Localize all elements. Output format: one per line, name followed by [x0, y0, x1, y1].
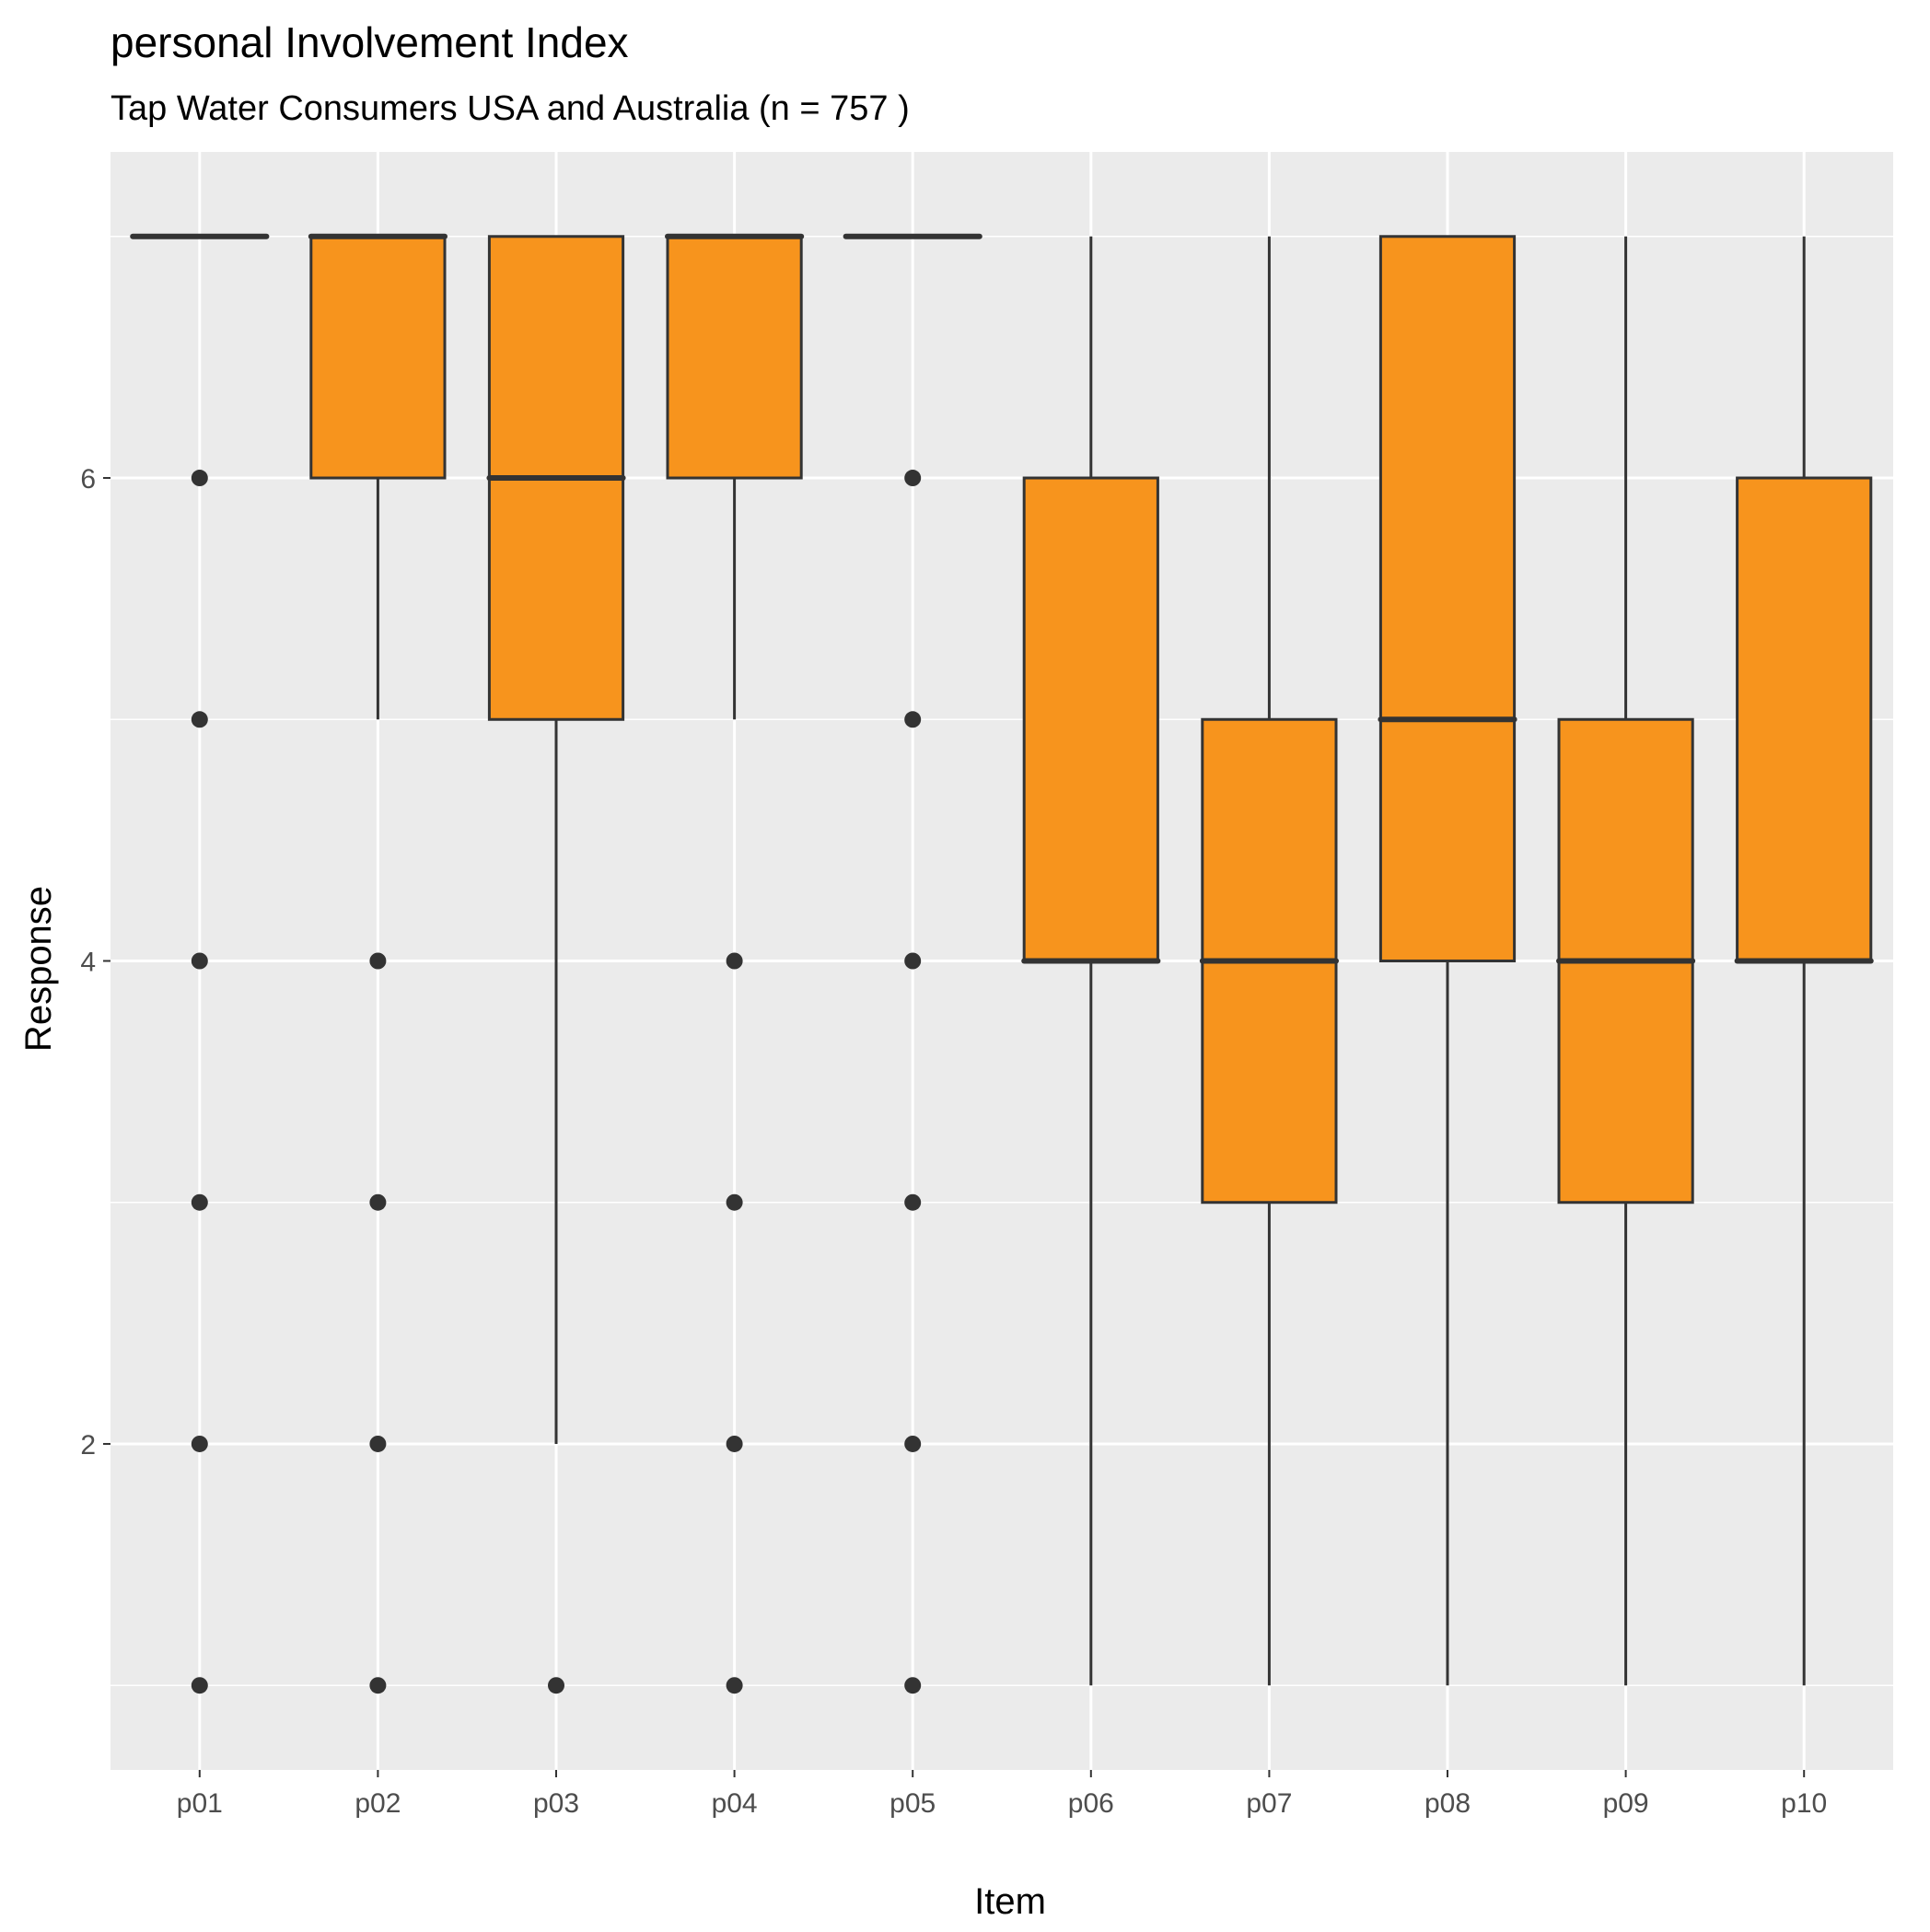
outlier-point [904, 952, 922, 970]
box-p04 [665, 233, 805, 1694]
outlier-point [191, 1435, 208, 1452]
outlier-point [191, 470, 208, 487]
outlier-point [369, 1435, 387, 1452]
outlier-point [369, 1193, 387, 1211]
outlier-point [726, 1193, 743, 1211]
outlier-point [904, 1435, 922, 1452]
box-p07 [1199, 236, 1339, 1686]
box-p09 [1556, 236, 1696, 1686]
x-tick-label: p10 [1781, 1788, 1827, 1819]
outlier-point [191, 1677, 208, 1694]
box-series [130, 233, 1874, 1694]
outlier-point [548, 1677, 564, 1694]
outlier-point [904, 1677, 922, 1694]
box-p05 [843, 233, 982, 1694]
y-tick-label: 4 [80, 948, 96, 978]
outlier-point [369, 952, 387, 970]
outlier-point [191, 1193, 208, 1211]
box-iqr [666, 235, 803, 480]
outlier-point [191, 952, 208, 970]
box-p02 [308, 233, 448, 1694]
box-iqr [1736, 476, 1873, 962]
outlier-point [191, 711, 208, 728]
x-tick-label: p05 [889, 1788, 936, 1819]
x-tick-label: p08 [1424, 1788, 1471, 1819]
x-axis-ticks: p01 p02 p03 p04 p05 p06 p07 p08 p09 p10 [177, 1770, 1827, 1819]
box-iqr [1378, 235, 1517, 962]
outlier-point [726, 952, 743, 970]
box-p01 [130, 233, 270, 1694]
x-tick-label: p03 [533, 1788, 579, 1819]
x-tick-label: p02 [355, 1788, 401, 1819]
box-p08 [1378, 235, 1517, 1686]
outlier-point [726, 1435, 743, 1452]
box-p03 [486, 235, 626, 1694]
x-tick-label: p07 [1246, 1788, 1292, 1819]
y-axis-title: Response [18, 886, 59, 1052]
box-p06 [1021, 236, 1161, 1686]
outlier-point [904, 1193, 922, 1211]
box-iqr [1022, 476, 1159, 962]
outlier-point [369, 1677, 387, 1694]
outlier-point [904, 711, 922, 728]
x-tick-label: p01 [177, 1788, 223, 1819]
y-tick-label: 6 [80, 464, 96, 495]
y-axis-ticks: 2 4 6 [80, 464, 110, 1461]
x-tick-label: p06 [1068, 1788, 1114, 1819]
x-tick-label: p04 [712, 1788, 758, 1819]
x-axis-title: Item [974, 1881, 1046, 1922]
outlier-point [904, 470, 922, 487]
chart-subtitle: Tap Water Consumers USA and Australia (n… [110, 89, 910, 128]
box-p10 [1734, 236, 1874, 1686]
x-tick-label: p09 [1603, 1788, 1649, 1819]
y-tick-label: 2 [80, 1430, 96, 1461]
outlier-point [726, 1677, 743, 1694]
chart-title: personal Involvement Index [110, 18, 629, 66]
box-iqr [309, 235, 447, 480]
